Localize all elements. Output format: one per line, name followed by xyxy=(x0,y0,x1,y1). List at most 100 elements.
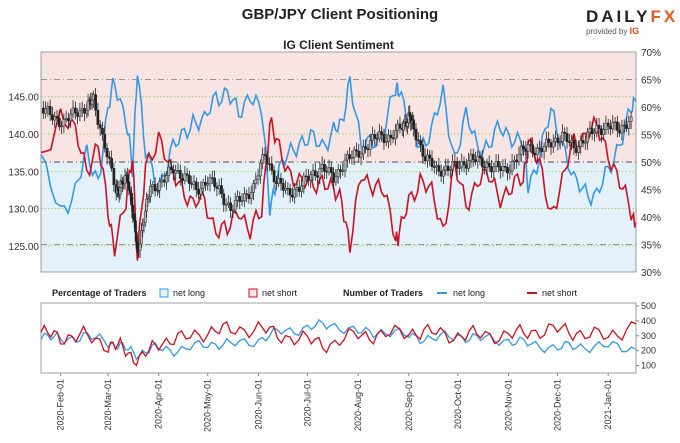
price-candle xyxy=(364,146,367,149)
legend-num-long-label: net long xyxy=(453,288,485,298)
price-candle xyxy=(295,187,299,190)
price-candle xyxy=(238,196,242,202)
price-candle xyxy=(76,112,79,117)
price-candle xyxy=(41,107,45,114)
price-candle xyxy=(336,169,340,178)
price-candle xyxy=(176,170,180,172)
price-candle xyxy=(593,131,596,134)
price-candle xyxy=(141,224,145,231)
dailyfx-logo: DAILYFX provided by IG xyxy=(586,7,676,36)
price-candle xyxy=(226,202,230,205)
price-candle xyxy=(426,154,429,162)
price-candle xyxy=(215,186,219,189)
price-candle xyxy=(332,172,335,183)
price-candle xyxy=(503,165,507,168)
net-short-line xyxy=(40,108,637,261)
price-candle xyxy=(279,177,283,184)
price-candle xyxy=(197,189,200,195)
y-left-tick-label: 130.00 xyxy=(8,205,39,216)
price-candle xyxy=(174,170,178,174)
price-candle xyxy=(579,140,583,147)
price-candle xyxy=(313,170,317,177)
y-right-tick-label: 70% xyxy=(641,48,661,59)
price-candle xyxy=(558,141,562,143)
price-candle xyxy=(432,166,436,168)
price-candle xyxy=(222,193,226,205)
price-candle xyxy=(254,179,258,184)
legend-num-title: Number of Traders xyxy=(343,288,423,298)
price-candle xyxy=(286,187,290,190)
price-candle xyxy=(460,161,464,168)
price-candle xyxy=(478,155,482,158)
y-left-tick-label: 145.00 xyxy=(8,93,39,104)
price-candle xyxy=(220,185,223,195)
price-candle xyxy=(474,159,477,162)
x-tick-label: 2020-May-01 xyxy=(203,379,213,432)
price-candle xyxy=(201,182,205,189)
price-candle xyxy=(275,181,278,184)
x-tick-label: 2020-Jul-01 xyxy=(302,379,312,427)
price-candle xyxy=(136,242,139,250)
price-candle xyxy=(327,167,331,173)
x-tick-label: 2020-Oct-01 xyxy=(453,379,463,429)
price-candle xyxy=(451,161,454,170)
price-candle xyxy=(62,119,66,127)
price-candle xyxy=(442,169,445,177)
ig-mark: IG xyxy=(629,26,640,36)
price-candle xyxy=(389,134,393,139)
price-candle xyxy=(444,165,448,171)
sub-net-short-line xyxy=(40,320,637,367)
price-candle xyxy=(497,161,500,168)
legend-pct-title: Percentage of Traders xyxy=(52,288,147,298)
price-candle xyxy=(627,121,631,129)
sub-frame xyxy=(40,302,637,374)
price-candle xyxy=(98,124,102,129)
price-candle xyxy=(71,107,75,115)
price-candle xyxy=(265,155,269,165)
price-candle xyxy=(284,187,287,191)
price-candle xyxy=(462,161,466,166)
x-tick-label: 2020-Mar-01 xyxy=(103,379,113,431)
price-candle xyxy=(359,153,363,158)
price-candle xyxy=(199,187,203,195)
price-candle xyxy=(101,127,104,135)
price-candle xyxy=(581,140,585,144)
price-candle xyxy=(302,175,306,187)
price-candle xyxy=(547,138,551,143)
price-candle xyxy=(561,131,564,143)
price-candle xyxy=(46,106,50,110)
price-candle xyxy=(263,154,267,156)
price-candle xyxy=(531,144,535,154)
price-candle xyxy=(67,118,70,122)
price-candle xyxy=(567,141,571,143)
y-right-tick-label: 35% xyxy=(641,241,661,252)
price-candle xyxy=(616,121,619,131)
price-candle xyxy=(371,134,374,141)
price-candle xyxy=(281,183,285,191)
main-frame xyxy=(40,51,637,273)
price-candle xyxy=(625,124,628,129)
price-candle xyxy=(350,157,354,159)
price-candle xyxy=(277,177,281,184)
net-long-line xyxy=(40,75,637,216)
price-candle xyxy=(249,192,253,200)
price-candle xyxy=(611,122,615,130)
price-candle xyxy=(300,185,303,192)
price-candle xyxy=(387,134,390,142)
price-candle xyxy=(570,139,573,143)
price-candle xyxy=(272,170,276,183)
price-candle xyxy=(165,175,168,183)
price-candle xyxy=(231,209,235,212)
panel-title: IG Client Sentiment xyxy=(283,38,394,52)
price-candle xyxy=(458,166,461,169)
price-candle xyxy=(217,185,221,189)
price-candle xyxy=(339,169,342,172)
price-candle xyxy=(204,182,207,186)
price-candle xyxy=(599,128,603,135)
price-candle xyxy=(467,160,470,169)
y-right-tick-label: 55% xyxy=(641,131,661,142)
price-candle xyxy=(545,138,548,147)
price-candle xyxy=(453,161,457,163)
price-candle xyxy=(535,147,539,156)
